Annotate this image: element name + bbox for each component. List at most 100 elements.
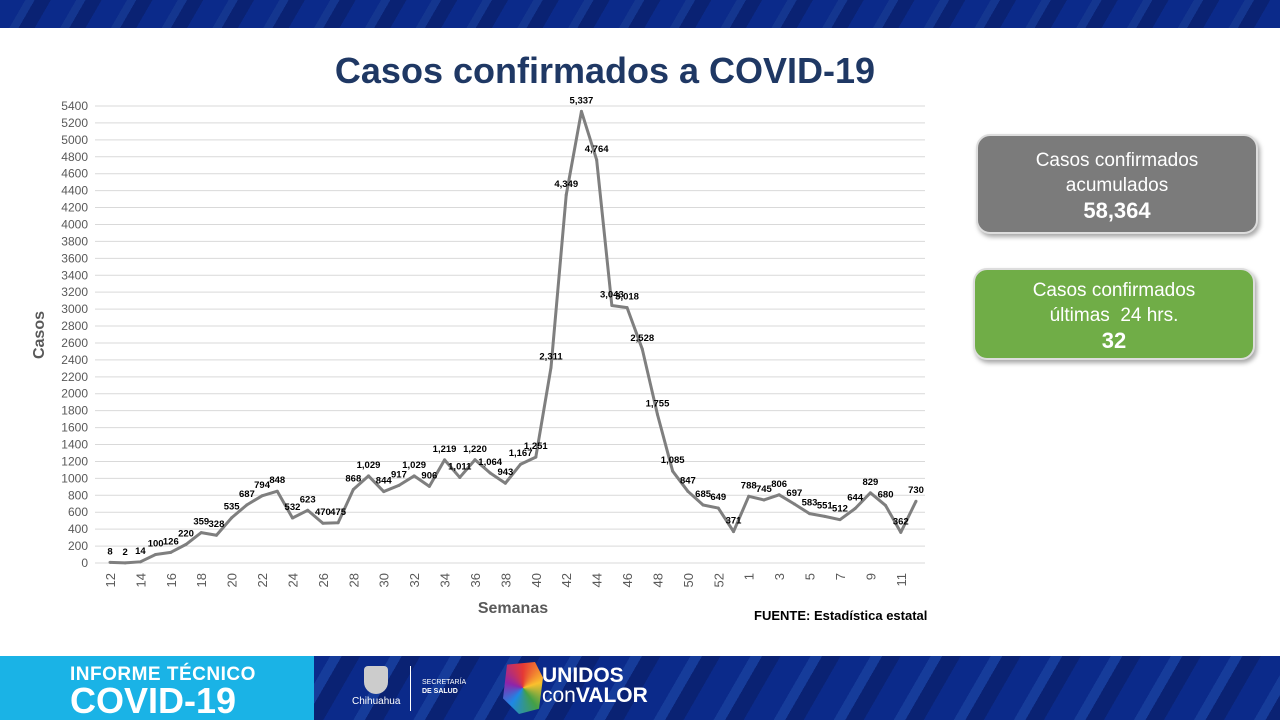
data-label: 1,029 <box>402 460 426 471</box>
source-note: FUENTE: Estadística estatal <box>754 608 928 623</box>
data-label: 685 <box>695 489 712 500</box>
data-point <box>138 560 142 564</box>
data-label: 475 <box>330 507 347 518</box>
data-label: 847 <box>680 475 696 486</box>
data-point <box>625 306 629 310</box>
data-label: 100 <box>148 539 164 550</box>
y-tick-label: 4000 <box>61 217 88 231</box>
data-point <box>884 503 888 507</box>
x-tick-label: 22 <box>255 573 270 587</box>
x-tick-label: 26 <box>316 573 331 587</box>
data-point <box>290 516 294 520</box>
y-tick-label: 2200 <box>61 370 88 384</box>
footer-line1: INFORME TÉCNICO <box>70 664 256 685</box>
data-point <box>245 503 249 507</box>
card-label: Casos confirmados <box>1032 280 1196 301</box>
x-tick-label: 36 <box>468 573 483 587</box>
sec-line1: SECRETARÍA <box>422 679 467 686</box>
card-cumulative-cases: Casos confirmados acumulados 58,364 <box>976 134 1258 234</box>
data-label: 551 <box>817 500 834 511</box>
data-label: 328 <box>209 519 225 530</box>
y-tick-label: 5400 <box>61 99 88 113</box>
line-chart: 0200400600800100012001400160018002000220… <box>31 95 925 617</box>
data-point <box>275 489 279 493</box>
card-value: 32 <box>1101 328 1127 353</box>
card-label: Casos confirmados <box>1035 150 1199 171</box>
data-point <box>184 542 188 546</box>
data-label: 371 <box>726 516 743 527</box>
y-tick-label: 1600 <box>61 421 88 435</box>
data-point <box>853 506 857 510</box>
data-point <box>412 474 416 478</box>
y-axis-title: Casos <box>31 311 48 359</box>
data-label: 1,755 <box>646 398 670 409</box>
data-point <box>549 365 553 369</box>
data-label: 535 <box>224 502 241 513</box>
x-tick-label: 11 <box>894 573 909 587</box>
data-point <box>732 530 736 534</box>
data-point <box>169 550 173 554</box>
data-label: 1,167 <box>509 448 533 459</box>
y-tick-label: 2800 <box>61 319 88 333</box>
x-tick-label: 38 <box>498 573 513 587</box>
data-label: 730 <box>908 485 924 496</box>
data-label: 2,528 <box>630 333 654 344</box>
card-last-24h: Casos confirmados últimas 24 hrs. 32 <box>973 268 1255 360</box>
data-label: 697 <box>786 488 802 499</box>
data-point <box>154 553 158 557</box>
slogan-valor: VALOR <box>575 684 648 707</box>
x-tick-label: 14 <box>133 573 148 587</box>
x-tick-label: 42 <box>559 573 574 587</box>
card-value: 58,364 <box>1083 198 1151 223</box>
data-label: 3,018 <box>615 292 639 303</box>
y-tick-label: 4800 <box>61 150 88 164</box>
data-label: 3,043 <box>600 289 624 300</box>
sec-line2: DE SALUD <box>422 688 458 695</box>
top-band <box>0 0 1280 28</box>
data-label: 362 <box>893 516 909 527</box>
y-tick-label: 3600 <box>61 251 88 265</box>
x-tick-label: 32 <box>407 573 422 587</box>
card-label: acumulados <box>1065 175 1169 196</box>
x-tick-label: 3 <box>772 573 787 580</box>
data-point <box>640 347 644 351</box>
card-label: últimas 24 hrs. <box>1049 305 1179 326</box>
data-point <box>108 560 112 564</box>
y-tick-label: 1000 <box>61 471 88 485</box>
y-tick-label: 5000 <box>61 133 88 147</box>
x-tick-label: 34 <box>438 573 453 587</box>
y-tick-label: 1200 <box>61 454 88 468</box>
data-label: 1,251 <box>524 441 548 452</box>
y-tick-label: 800 <box>68 488 88 502</box>
data-point <box>321 521 325 525</box>
data-point <box>351 488 355 492</box>
data-point <box>397 483 401 487</box>
data-label: 745 <box>756 484 773 495</box>
x-tick-label: 48 <box>650 573 665 587</box>
data-point <box>367 474 371 478</box>
data-point <box>473 458 477 462</box>
y-tick-label: 0 <box>81 556 88 570</box>
y-tick-label: 3200 <box>61 285 88 299</box>
y-tick-label: 2400 <box>61 353 88 367</box>
gov-name: Chihuahua <box>352 696 401 707</box>
y-tick-label: 1800 <box>61 404 88 418</box>
y-tick-label: 1400 <box>61 438 88 452</box>
state-shield-logo <box>364 666 388 694</box>
data-point <box>762 498 766 502</box>
data-point <box>214 533 218 537</box>
data-point <box>701 503 705 507</box>
data-point <box>564 193 568 197</box>
data-point <box>427 484 431 488</box>
data-point <box>382 490 386 494</box>
page-title: Casos confirmados a COVID-19 <box>334 50 876 91</box>
footer-line2: COVID-19 <box>70 680 237 721</box>
x-tick-label: 16 <box>164 573 179 587</box>
data-label: 644 <box>847 492 864 503</box>
data-label: 1,085 <box>661 455 685 466</box>
data-label: 220 <box>178 528 194 539</box>
y-tick-label: 5200 <box>61 116 88 130</box>
divider <box>410 666 411 711</box>
data-point <box>579 109 583 113</box>
data-point <box>868 491 872 495</box>
